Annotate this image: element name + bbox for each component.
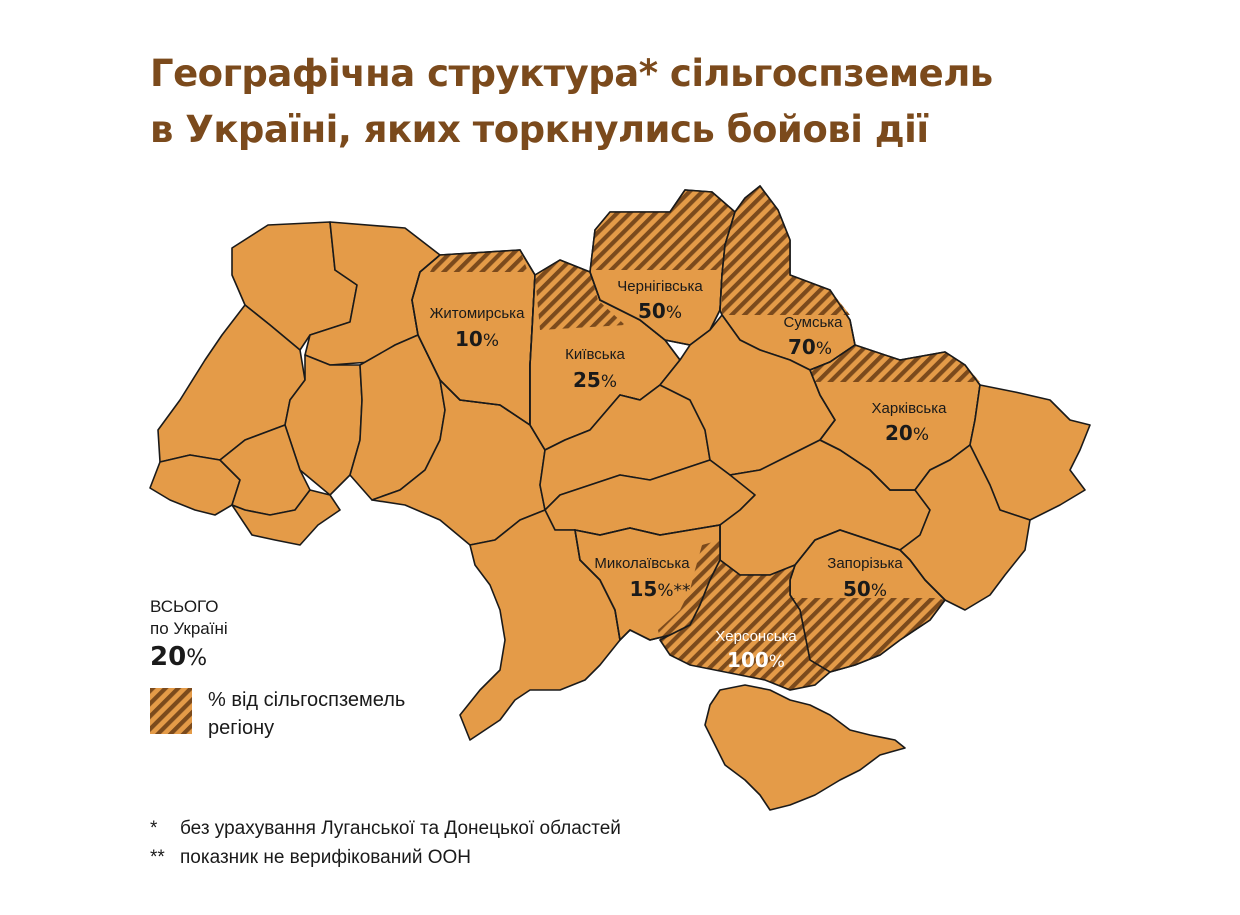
footnote-2-mark: **	[150, 847, 165, 868]
label-kharkivska: Харківська 20%	[872, 400, 948, 445]
label-chernihivska-unit: %	[666, 303, 682, 323]
label-zhytomyrska-value: 10	[455, 327, 483, 351]
map-title-line-2: в Україні, яких торкнулись бойові дії	[150, 108, 929, 151]
label-sumska-value: 70	[788, 335, 816, 359]
label-zhytomyrska-name: Житомирська	[430, 305, 526, 322]
total-value-number: 20	[150, 642, 187, 672]
svg-text:15%**: 15%**	[630, 577, 691, 601]
svg-text:10%: 10%	[455, 327, 499, 351]
footnote-2-text: показник не верифікований ООН	[180, 847, 471, 868]
total-label-line-1: ВСЬОГО	[150, 597, 219, 616]
map-title: Географічна структура* сільгоспземель в …	[150, 46, 1150, 158]
label-kyivska-name: Київська	[565, 346, 625, 363]
region-crimea	[704, 684, 906, 811]
label-khersonska-unit: %	[769, 652, 785, 672]
legend-label: % від сільгоспземель регіону	[208, 686, 528, 742]
label-khersonska-name: Херсонська	[715, 628, 797, 645]
footnote-2: ** показник не верифікований ООН	[150, 843, 621, 872]
svg-text:50%: 50%	[843, 577, 887, 601]
label-kharkivska-name: Харківська	[872, 400, 948, 417]
label-kyivska: Київська 25%	[565, 346, 625, 392]
label-chernihivska-name: Чернігівська	[617, 278, 703, 295]
total-summary: ВСЬОГО по Україні 20%	[150, 596, 228, 676]
label-chernihivska: Чернігівська 50%	[617, 278, 703, 323]
svg-text:50%: 50%	[638, 299, 682, 323]
label-kyivska-value: 25	[573, 368, 601, 392]
label-khersonska-value: 100	[727, 648, 769, 672]
label-zaporizka-value: 50	[843, 577, 871, 601]
svg-text:100%: 100%	[727, 648, 785, 672]
region-chernivetska	[231, 489, 341, 546]
label-sumska: Сумська 70%	[783, 314, 843, 359]
label-sumska-unit: %	[816, 339, 832, 359]
label-kyivska-unit: %	[601, 372, 617, 392]
total-value-unit: %	[186, 646, 208, 671]
svg-text:20%: 20%	[885, 421, 929, 445]
label-kharkivska-value: 20	[885, 421, 913, 445]
total-value: 20%	[150, 640, 228, 676]
label-mykolaivska-value: 15	[630, 577, 658, 601]
footnotes: * без урахування Луганської та Донецької …	[150, 814, 621, 872]
region-zakarpatska	[149, 454, 241, 516]
label-mykolaivska-name: Миколаївська	[594, 555, 690, 572]
svg-text:25%: 25%	[573, 368, 617, 392]
footnote-1: * без урахування Луганської та Донецької …	[150, 814, 621, 843]
region-odeska	[459, 509, 621, 741]
footnote-1-mark: *	[150, 818, 158, 839]
label-zaporizka-unit: %	[871, 581, 887, 601]
map-regions	[149, 221, 546, 546]
label-mykolaivska-unit: %	[657, 581, 673, 601]
footnote-1-text: без урахування Луганської та Донецької о…	[180, 818, 621, 839]
total-label-line-2: по Україні	[150, 619, 228, 638]
svg-text:70%: 70%	[788, 335, 832, 359]
label-zaporizka: Запорізька 50%	[827, 555, 903, 601]
label-zhytomyrska: Житомирська 10%	[430, 305, 526, 351]
label-khersonska: Херсонська 100%	[715, 628, 797, 672]
hatched-swatch-icon	[150, 688, 192, 734]
map-title-line-1: Географічна структура* сільгоспземель	[150, 52, 993, 95]
label-mykolaivska-footnote: **	[674, 581, 691, 601]
label-zaporizka-name: Запорізька	[827, 555, 903, 572]
region-khersonska	[660, 560, 830, 690]
label-zhytomyrska-unit: %	[483, 331, 499, 351]
label-mykolaivska: Миколаївська 15%**	[594, 555, 690, 601]
legend-label-line-1: % від сільгоспземель	[208, 689, 406, 711]
legend-label-line-2: регіону	[208, 717, 275, 739]
label-kharkivska-unit: %	[913, 425, 929, 445]
label-chernihivska-value: 50	[638, 299, 666, 323]
label-sumska-name: Сумська	[783, 314, 843, 331]
